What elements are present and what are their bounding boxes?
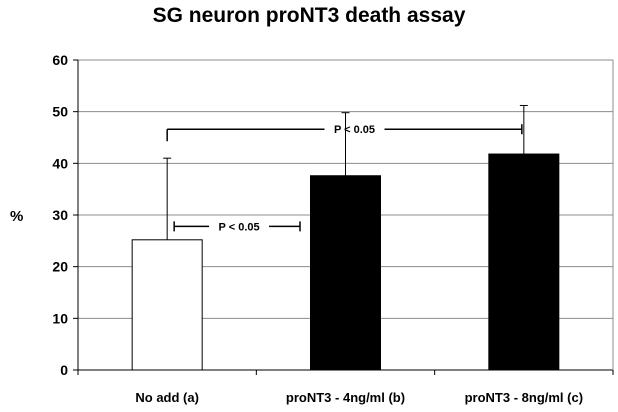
y-tick-label: 0 [60,362,68,378]
x-axis-labels: No add (a) proNT3 - 4ng/ml (b) proNT3 - 8n… [135,390,583,405]
axes [77,60,614,375]
y-axis-ticks: 0 10 20 30 40 50 60 [52,52,78,378]
y-tick-label: 50 [52,104,68,120]
y-tick-label: 20 [52,259,68,275]
x-category-label: proNT3 - 4ng/ml (b) [286,390,405,405]
x-category-label: proNT3 - 8ng/ml (c) [465,390,583,405]
bar [488,153,560,371]
y-axis-label: % [10,208,23,225]
y-tick-label: 40 [52,155,68,171]
chart-title: SG neuron proNT3 death assay [152,4,466,27]
significance-label: P < 0.05 [219,221,260,233]
bar [310,175,381,371]
y-tick-label: 30 [52,207,68,223]
significance-annotations: P < 0.05 P < 0.05 [166,124,523,233]
y-tick-label: 10 [52,310,68,326]
bar [131,239,203,371]
bars [131,153,560,371]
y-tick-label: 60 [52,52,68,68]
significance-label: P < 0.05 [334,124,375,136]
x-category-label: No add (a) [135,390,199,405]
error-bars [163,104,528,240]
